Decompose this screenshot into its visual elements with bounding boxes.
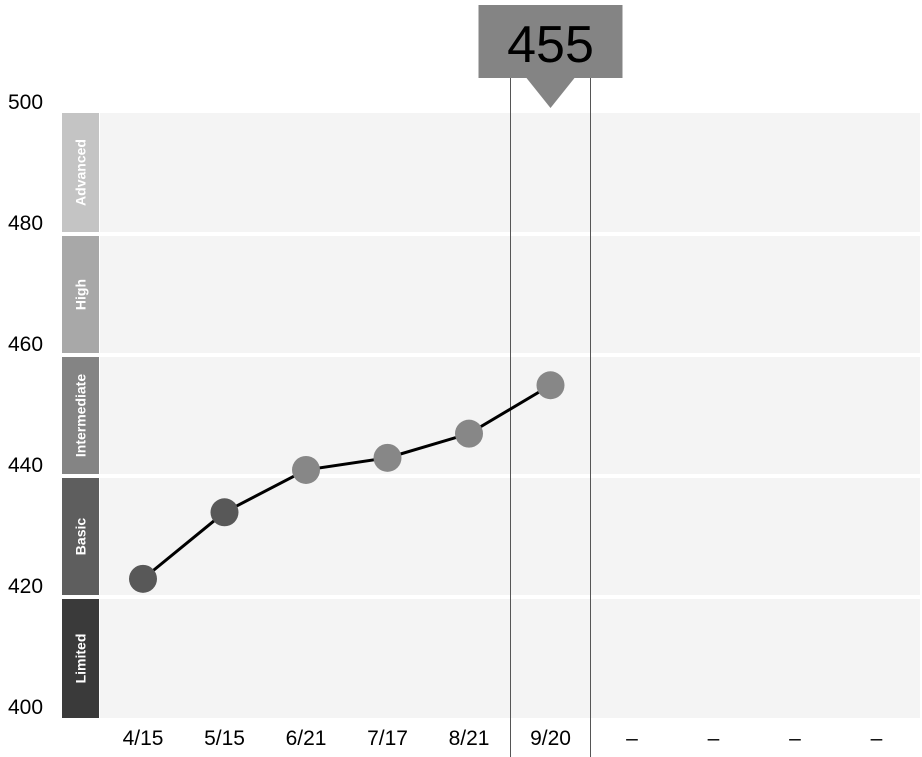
performance-bands: Limited Basic Intermediate High Advanced [62,113,920,718]
band-label: Limited [73,634,89,684]
y-tick-label: 460 [8,333,43,356]
band-swatch [62,599,99,718]
callout-pointer [526,78,575,108]
y-tick-label: 400 [8,696,43,719]
callout-box [478,5,623,78]
band-label: High [73,279,89,310]
x-tick-label: 7/17 [367,727,408,750]
y-tick-label: 480 [8,212,43,235]
score-series [129,371,565,593]
band-label: Basic [73,518,89,556]
data-point [373,443,402,472]
band-swatch [62,236,99,353]
x-tick-label: – [626,727,638,750]
x-axis-ticks: 4/15 5/15 6/21 7/17 8/21 9/20 – – – – [123,727,883,750]
band-swatch [62,357,99,474]
y-axis-ticks: 400 420 440 460 480 500 [8,91,43,719]
band-label: Advanced [73,139,89,206]
data-point [292,455,320,484]
x-tick-label: 9/20 [530,727,571,750]
band-swatch [62,113,99,232]
x-tick-label: – [789,727,801,750]
data-point [129,564,157,593]
series-line [142,383,552,581]
current-score-highlight: 455 [478,5,623,757]
data-point [455,419,483,448]
y-tick-label: 500 [8,91,43,114]
x-tick-label: 5/15 [204,727,245,750]
x-tick-label: – [871,727,883,750]
data-point [210,498,239,527]
x-tick-label: – [708,727,720,750]
data-point [536,371,565,400]
band-label: Intermediate [73,374,89,457]
x-tick-label: 6/21 [286,727,327,750]
x-tick-label: 8/21 [449,727,490,750]
y-tick-label: 420 [8,575,43,598]
band-swatch [62,478,99,595]
y-tick-label: 440 [8,454,43,477]
x-tick-label: 4/15 [123,727,164,750]
callout-value: 455 [507,16,594,74]
